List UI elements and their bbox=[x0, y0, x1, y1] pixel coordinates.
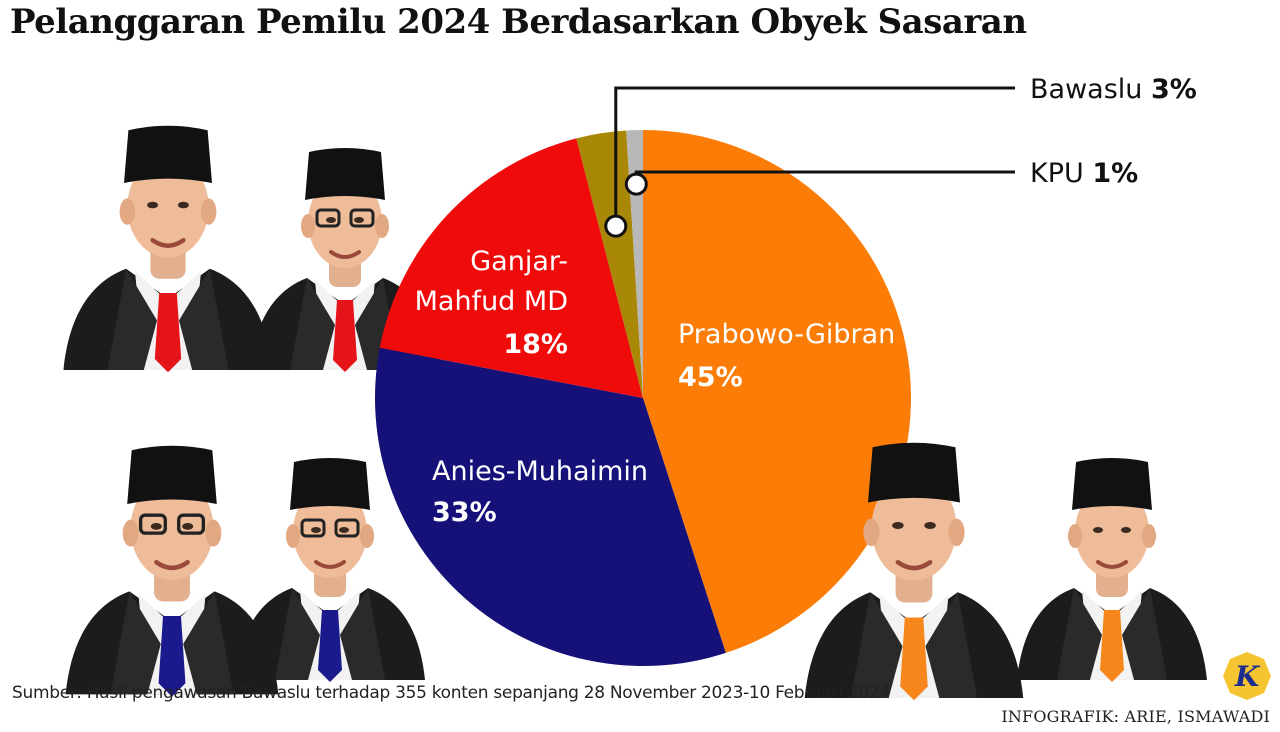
slice-value-anies-muhaimin: 33% bbox=[432, 497, 497, 528]
slice-label-kpu: KPU 1% bbox=[1030, 158, 1138, 189]
illustration-anies bbox=[66, 446, 279, 697]
tie bbox=[333, 300, 357, 372]
slice-label-bawaslu: Bawaslu 3% bbox=[1030, 74, 1197, 105]
pie-slice-ganjar-mahfud-md bbox=[379, 138, 643, 398]
tie bbox=[158, 616, 186, 697]
slice-label-anies-muhaimin: Anies-Muhaimin bbox=[432, 456, 648, 487]
slice-label-ganjar-line2: Mahfud MD bbox=[415, 286, 568, 317]
illustration-mahfud bbox=[248, 146, 442, 372]
tie bbox=[1100, 610, 1124, 682]
chart-title: Pelanggaran Pemilu 2024 Berdasarkan Obye… bbox=[10, 2, 1027, 42]
slice-value-prabowo-gibran: 45% bbox=[678, 362, 743, 393]
source-note: Sumber: Hasil pengawasan Bawaslu terhada… bbox=[12, 683, 890, 703]
bawaslu-leader-dot bbox=[604, 214, 628, 238]
pie-slice-prabowo-gibran bbox=[643, 130, 911, 653]
kpu-leader-dot bbox=[624, 172, 648, 196]
tie bbox=[900, 617, 928, 701]
illustration-gibran bbox=[1015, 456, 1209, 682]
tie bbox=[154, 293, 182, 373]
slice-label-ganjar-line1: Ganjar- bbox=[470, 246, 568, 277]
pie-slice-kpu bbox=[626, 130, 643, 398]
kompas-logo: K bbox=[1223, 652, 1271, 700]
slice-value-ganjar-mahfud: 18% bbox=[503, 329, 568, 360]
tie bbox=[318, 610, 342, 682]
logo-letter: K bbox=[1234, 660, 1261, 693]
pie-slice-anies-muhaimin bbox=[375, 347, 726, 666]
bawaslu-leader-line bbox=[614, 86, 1015, 227]
pie-slice-bawaslu bbox=[576, 130, 643, 398]
infographic-credit: INFOGRAFIK: ARIE, ISMAWADI bbox=[1001, 707, 1270, 726]
illustration-muhaimin bbox=[233, 456, 427, 682]
slice-label-prabowo-gibran: Prabowo-Gibran bbox=[678, 319, 895, 350]
illustration-prabowo bbox=[805, 443, 1024, 701]
illustration-ganjar bbox=[63, 126, 272, 373]
